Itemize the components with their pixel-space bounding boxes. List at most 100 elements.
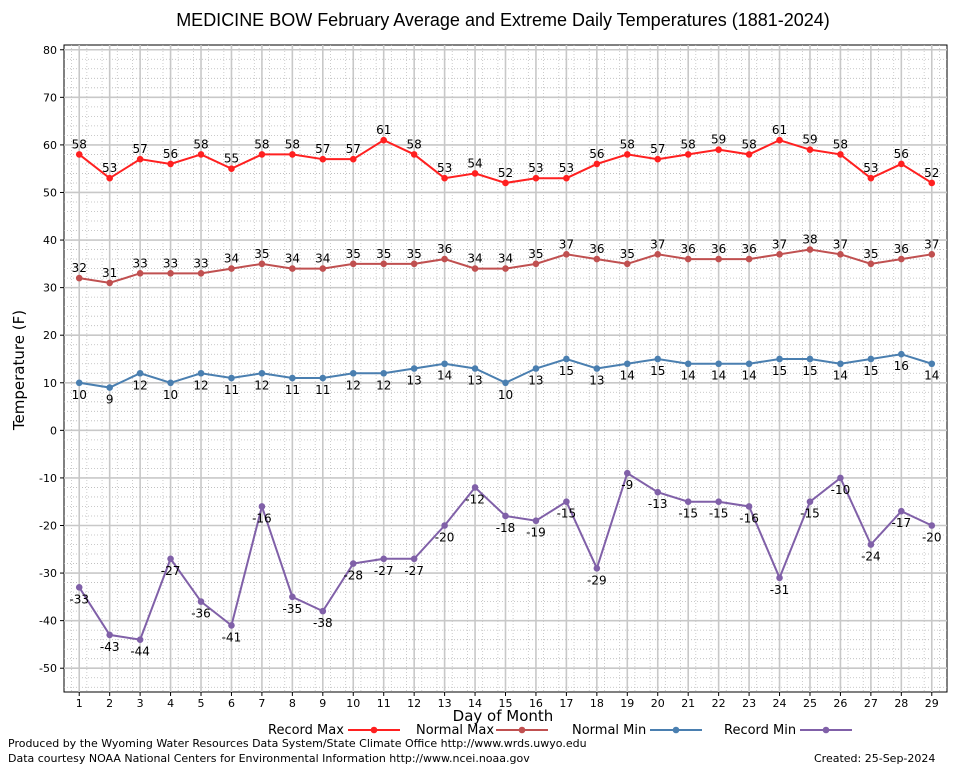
y-tick-label: -30 [39,567,57,580]
data-point-normal-min [75,379,83,387]
x-tick-label: 20 [651,697,665,710]
data-label-normal-min: 13 [467,374,482,388]
data-label-record-max: 56 [894,147,909,161]
y-tick-label: -40 [39,615,57,628]
data-label-record-max: 58 [407,137,422,151]
y-tick-label: 50 [43,186,57,199]
data-point-record-min [410,555,418,563]
data-label-normal-min: 11 [224,383,239,397]
data-point-normal-min [806,355,814,363]
data-point-normal-max [715,255,722,263]
data-point-record-max [928,179,936,187]
data-point-record-max [106,174,113,182]
x-tick-label: 18 [590,697,604,710]
data-point-record-min [197,598,205,605]
data-point-record-max [593,160,601,168]
x-tick-label: 13 [438,697,452,710]
data-label-record-max: 61 [376,123,391,137]
data-label-normal-max: 37 [833,237,848,251]
data-point-record-min [258,503,266,510]
legend-item-normal-max: Normal Max [416,723,548,738]
legend-item-record-max: Record Max [268,723,400,738]
data-label-normal-max: 35 [346,247,361,261]
data-point-normal-max [806,246,814,253]
data-label-normal-max: 33 [132,256,147,270]
data-point-record-max [867,174,875,182]
data-point-record-min [563,498,570,506]
legend-marker-normal-max [518,726,526,734]
series-record-min: -33-43 -44-27-36-41-16-35-38-28 -27 -27-20-… [69,469,942,659]
x-tick-label: 6 [228,697,235,710]
data-point-normal-max [106,279,113,287]
data-point-record-max [563,174,570,182]
x-tick-label: 8 [289,697,296,710]
data-point-record-min [167,555,174,563]
x-tick-label: 7 [258,697,265,710]
data-point-normal-min [502,379,509,387]
data-point-normal-max [349,260,357,268]
data-label-normal-min: 15 [559,364,574,378]
legend-label-record-max: Record Max [268,723,344,738]
data-point-record-min [532,517,540,525]
data-point-normal-min [410,365,418,372]
data-point-record-max [349,155,357,163]
data-label-record-min: -9 [621,478,633,492]
data-point-normal-min [471,365,479,372]
data-point-normal-min [867,355,875,363]
data-point-normal-max [898,255,905,263]
y-tick-label: 60 [43,139,57,152]
x-tick-label: 28 [894,697,908,710]
y-tick-label: -10 [39,472,57,485]
data-point-record-max [228,165,235,172]
y-tick-label: 80 [43,44,57,57]
data-label-normal-min: 14 [741,369,756,383]
data-point-normal-min [563,355,570,363]
legend-item-record-min: Record Min [724,723,852,738]
data-point-normal-min [837,360,844,368]
data-point-record-min [654,488,662,496]
series-normal-max: 32 31 33 33 33 34 35 34 34 35 35 35 36 34 34 35 37 36 35 37… [72,233,939,287]
data-label-normal-max: 33 [193,256,208,270]
data-point-record-min [502,512,509,520]
data-label-normal-min: 14 [681,369,696,383]
data-label-record-min: -15 [557,507,577,521]
data-label-record-min: -15 [709,507,729,521]
data-label-normal-min: 13 [407,374,422,388]
data-point-record-min [623,469,631,477]
data-label-record-min: -43 [100,640,120,654]
data-point-normal-min [258,369,266,377]
data-label-normal-max: 34 [285,252,300,266]
data-label-record-min: -20 [435,530,455,544]
data-label-normal-max: 34 [315,252,330,266]
footer-data-courtesy: Data courtesy NOAA National Centers for … [8,752,530,765]
data-label-normal-min: 14 [924,369,939,383]
series-layer: 58 53 57 56 58 55 58 58 57 57 61 58 53 54 52 53 53 56 58 57… [69,123,941,659]
x-tick-label: 22 [712,697,726,710]
x-axis: 1 2 3 4 5 6 7 8 9 10 11 12 13 14 15 16 17 18 19 20 21 22 23 24 2… [76,692,939,710]
data-label-normal-max: 36 [894,242,909,256]
data-label-record-max: 58 [254,137,269,151]
series-record-max: 58 53 57 56 58 55 58 58 57 57 61 58 53 54 52 53 53 56 58 57… [72,123,939,187]
data-point-normal-min [380,369,388,377]
data-label-normal-max: 38 [802,233,817,247]
data-label-record-min: -31 [770,583,790,597]
data-point-record-max [898,160,905,168]
data-label-record-min: -18 [496,521,516,535]
data-label-normal-max: 35 [254,247,269,261]
data-point-normal-max [593,255,601,263]
data-label-record-min: -36 [191,607,211,621]
data-label-normal-max: 34 [498,252,513,266]
data-label-normal-min: 12 [376,378,391,392]
data-point-record-min [380,555,388,563]
x-tick-label: 9 [319,697,326,710]
data-label-record-max: 58 [681,137,696,151]
x-tick-label: 27 [864,697,878,710]
chart-title: MEDICINE BOW February Average and Extrem… [176,10,830,30]
y-tick-label: -50 [39,662,57,675]
x-tick-label: 16 [529,697,543,710]
data-point-record-max [319,155,327,163]
x-tick-label: 2 [106,697,113,710]
data-label-normal-max: 35 [528,247,543,261]
data-point-normal-max [289,265,296,272]
